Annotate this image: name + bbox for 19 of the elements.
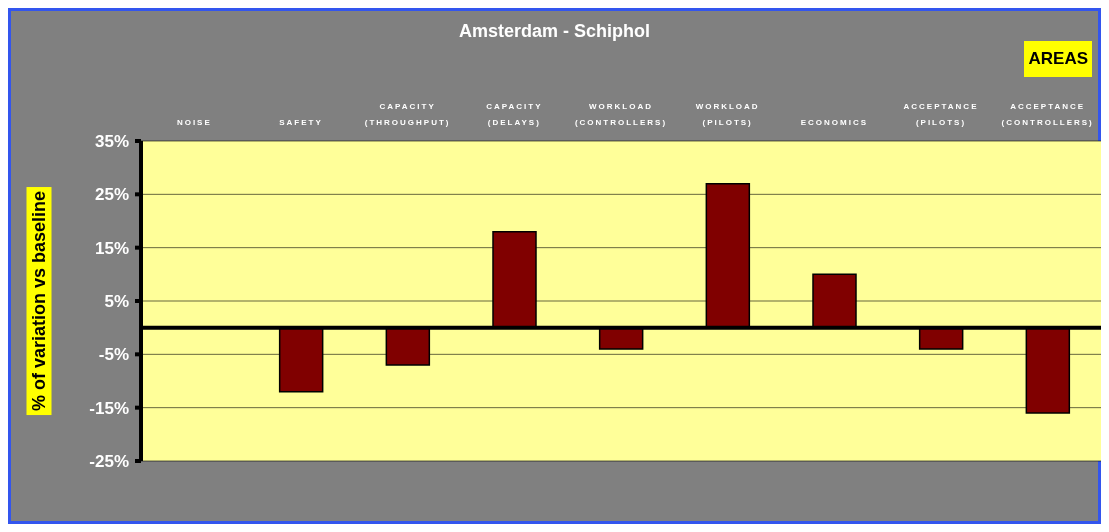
y-tick-label: 5% [104, 292, 129, 311]
y-tick-label: -5% [98, 345, 129, 365]
chart-title: Amsterdam - Schiphol [458, 21, 651, 42]
y-tick-label: 35% [94, 132, 129, 151]
y-tick-label: 15% [94, 238, 129, 258]
x-tick-label: SAFETY [279, 118, 323, 127]
x-tick-label: ACCEPTANCE (PILOTS) [903, 102, 979, 127]
x-tick-label: WORKLOAD (CONTROLLERS) [574, 102, 668, 127]
x-tick-label: NOISE [176, 118, 212, 127]
y-axis-title: % of variation vs baseline [26, 186, 52, 416]
y-tick-label: -15% [89, 398, 129, 418]
x-tick-label: CAPACITY (THROUGHPUT) [364, 102, 451, 127]
text: AREAS [1024, 41, 1092, 77]
x-tick-label: CAPACITY (DELAYS) [486, 102, 543, 127]
x-tick-label: WORKLOAD (PILOTS) [695, 102, 760, 127]
x-tick-label: ACCEPTANCE (CONTROLLERS) [1001, 102, 1094, 127]
y-tick-label: 25% [94, 185, 129, 205]
y-tick-label: -25% [89, 452, 129, 471]
x-tick-label: ECONOMICS [800, 118, 869, 127]
